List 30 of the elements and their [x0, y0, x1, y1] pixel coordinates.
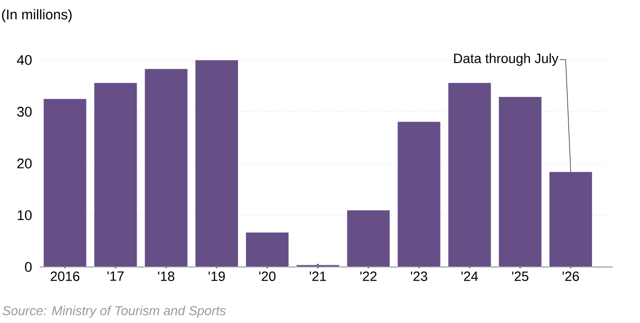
bar — [246, 232, 289, 268]
x-tick-label: '23 — [410, 272, 428, 282]
x-tick-label: '26 — [562, 272, 579, 282]
y-tick-label: 0 — [24, 262, 32, 272]
bar — [448, 82, 492, 268]
annotation: Data through July — [454, 53, 558, 66]
x-tick-label: '19 — [208, 272, 225, 282]
bar — [43, 98, 87, 268]
chart-title: (In millions) — [2, 9, 72, 22]
bar — [296, 264, 340, 268]
bar — [549, 172, 592, 268]
bar — [195, 60, 238, 268]
y-tick-label: 10 — [18, 210, 32, 220]
x-tick-label: '17 — [107, 272, 124, 281]
x-tick-label: '18 — [158, 272, 174, 282]
bar — [144, 68, 188, 268]
x-tick-label: '24 — [462, 272, 478, 281]
y-tick-label: 40 — [16, 55, 32, 65]
bar — [94, 82, 138, 268]
bar — [397, 121, 441, 268]
x-tick-label: '22 — [360, 272, 377, 281]
y-tick-label: 20 — [17, 158, 32, 168]
y-tick-label: 30 — [17, 106, 32, 117]
x-tick-label: '25 — [512, 272, 528, 282]
x-tick-label: 2016 — [50, 272, 80, 282]
x-tick-label: '20 — [259, 272, 276, 282]
bar — [498, 96, 542, 268]
bar — [346, 210, 390, 268]
x-tick-label: '21 — [310, 272, 326, 281]
source-note: Source: Ministry of Tourism and Sports — [2, 306, 226, 318]
